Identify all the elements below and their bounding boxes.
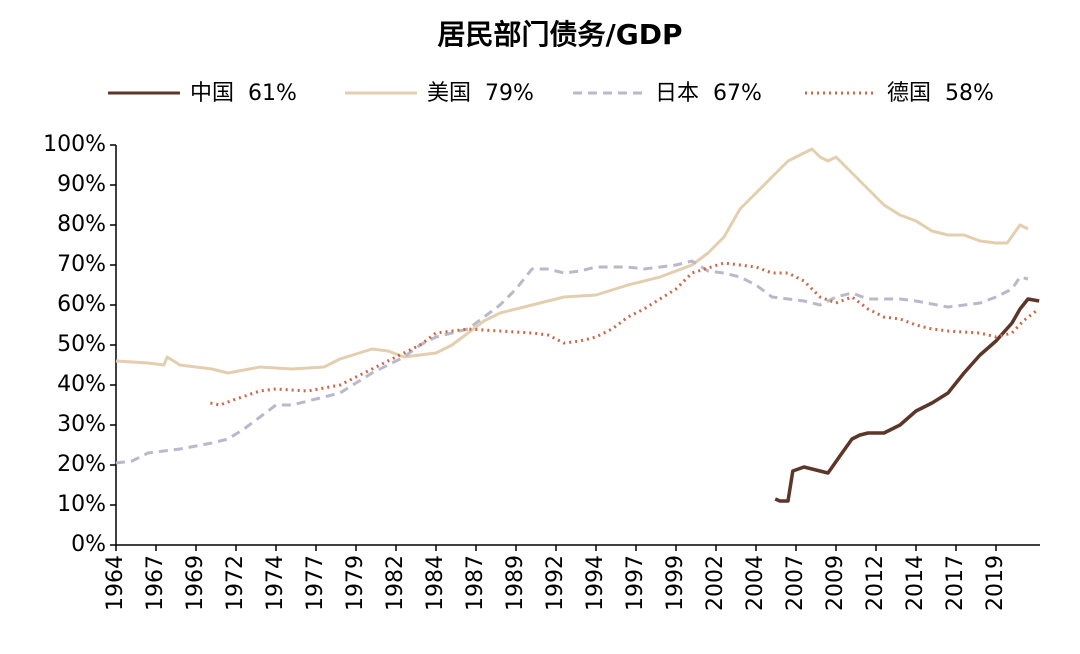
x-tick-label: 2017 (943, 555, 968, 611)
series-line (115, 259, 1029, 465)
legend-label: 美国 79% (427, 81, 534, 106)
x-tick-label: 2019 (983, 555, 1008, 611)
x-tick-label: 1994 (583, 555, 608, 611)
x-tick-label: 1997 (623, 555, 648, 611)
x-tick-label: 2002 (703, 555, 728, 611)
y-tick-label: 100% (43, 132, 106, 157)
x-tick-label: 1999 (663, 555, 688, 611)
x-tick-label: 2009 (823, 555, 848, 611)
legend-label: 德国 58% (887, 81, 994, 106)
y-tick-label: 60% (57, 292, 106, 317)
chart-title: 居民部门债务/GDP (438, 18, 683, 51)
x-tick-label: 2007 (783, 555, 808, 611)
y-tick-label: 0% (71, 532, 106, 557)
x-tick-label: 1967 (143, 555, 168, 611)
legend-label: 中国 61% (190, 81, 297, 106)
x-tick-label: 1982 (383, 555, 408, 611)
x-tick-label: 1972 (223, 555, 248, 611)
y-tick-label: 40% (57, 372, 106, 397)
x-tick-label: 2012 (863, 555, 888, 611)
x-tick-label: 1989 (503, 555, 528, 611)
y-tick-label: 80% (57, 212, 106, 237)
series-line (774, 297, 1040, 503)
y-tick-label: 90% (57, 172, 106, 197)
y-tick-label: 20% (57, 452, 106, 477)
x-tick-label: 1974 (263, 555, 288, 611)
x-tick-label: 1979 (343, 555, 368, 611)
y-tick-label: 70% (57, 252, 106, 277)
x-tick-label: 1992 (543, 555, 568, 611)
y-tick-label: 50% (57, 332, 106, 357)
x-tick-label: 1977 (303, 555, 328, 611)
legend-label: 日本 67% (655, 81, 762, 106)
x-tick-label: 1964 (103, 555, 128, 611)
x-tick-label: 1969 (183, 555, 208, 611)
x-tick-label: 2004 (743, 555, 768, 611)
y-tick-label: 30% (57, 412, 106, 437)
y-tick-label: 10% (57, 492, 106, 517)
x-tick-label: 2014 (903, 555, 928, 611)
series-line (210, 261, 1037, 407)
x-tick-label: 1984 (423, 555, 448, 611)
series-line (115, 147, 1029, 375)
x-tick-label: 1987 (463, 555, 488, 611)
